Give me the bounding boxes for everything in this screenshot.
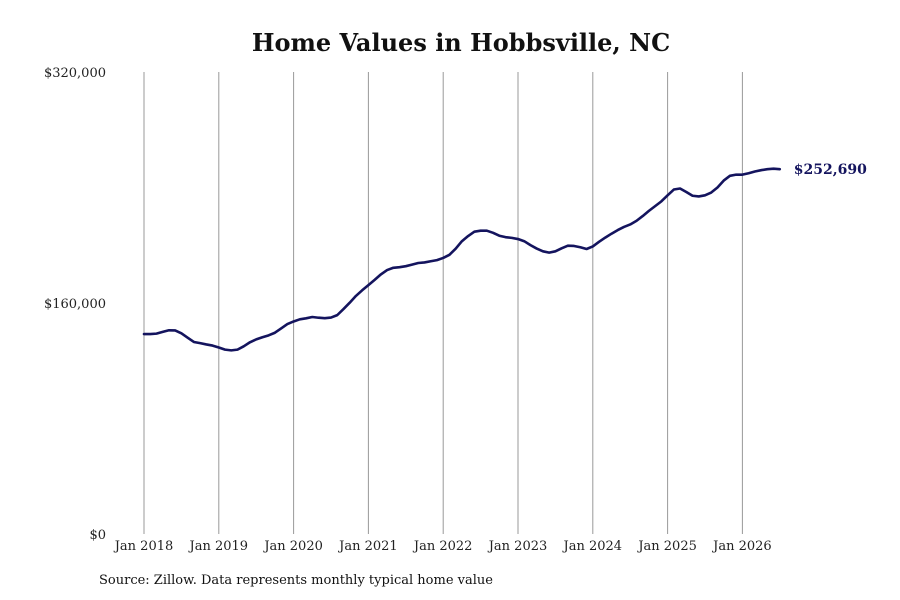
x-axis-ticks: Jan 2018 Jan 2019 Jan 2020 Jan 2021 Jan 2022… <box>113 539 772 554</box>
x-tick-label: Jan 2025 <box>636 539 697 554</box>
chart-title: Home Values in Hobbsville, NC <box>251 28 671 57</box>
x-tick-label: Jan 2020 <box>262 539 323 554</box>
end-label-layer: $252,690 <box>794 162 867 178</box>
y-tick-label: $320,000 <box>44 66 106 81</box>
x-tick-label: Jan 2026 <box>711 539 772 554</box>
source-note: Source: Zillow. Data represents monthly … <box>99 573 493 588</box>
vertical-gridlines <box>143 72 743 534</box>
x-tick-label: Jan 2022 <box>412 539 473 554</box>
series-layer <box>142 167 782 352</box>
x-tick-label: Jan 2021 <box>337 539 398 554</box>
y-tick-label: $160,000 <box>44 297 106 312</box>
x-tick-label: Jan 2024 <box>562 539 623 554</box>
x-tick-label: Jan 2018 <box>113 539 174 554</box>
end-value-label: $252,690 <box>794 162 867 178</box>
y-tick-label: $0 <box>89 528 106 543</box>
x-tick-label: Jan 2023 <box>487 539 548 554</box>
y-axis-ticks: $320,000 $160,000 $0 <box>44 66 106 543</box>
series-line <box>142 167 782 352</box>
x-tick-label: Jan 2019 <box>188 539 249 554</box>
